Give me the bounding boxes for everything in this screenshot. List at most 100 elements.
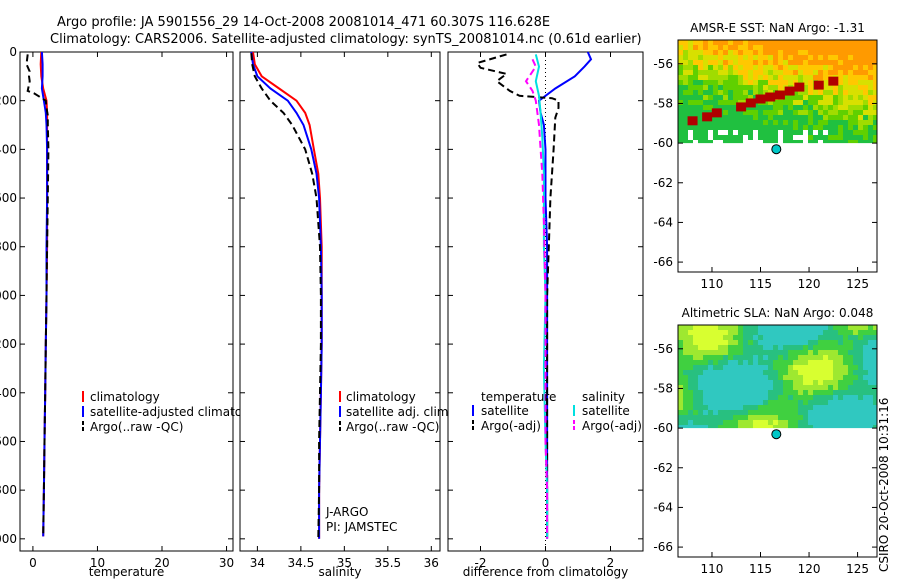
map-cell: [798, 425, 803, 429]
map-cell-hot: [813, 80, 824, 90]
map-cell: [813, 45, 818, 50]
map-cell: [748, 335, 753, 340]
map-cell: [803, 415, 808, 420]
map-cell: [753, 80, 758, 85]
map-cell: [863, 120, 868, 125]
map-cell: [753, 125, 758, 130]
map-cell: [863, 90, 868, 95]
map-cell: [758, 345, 763, 350]
map-cell: [758, 110, 763, 115]
map-cell: [688, 90, 693, 95]
map-cell: [868, 65, 873, 70]
map-cell: [778, 85, 783, 90]
map-cell: [803, 60, 808, 65]
map-cell: [723, 140, 728, 144]
map-cell: [758, 340, 763, 345]
map-cell: [853, 325, 858, 330]
map-cell: [788, 65, 793, 70]
map-cell: [698, 120, 703, 125]
y-tick-label: -56: [653, 342, 673, 356]
map-cell: [683, 85, 688, 90]
map-cell: [678, 70, 683, 75]
map-cell: [788, 360, 793, 365]
map-cell: [758, 420, 763, 425]
map-cell: [863, 360, 868, 365]
x-tick-label: 30: [219, 556, 234, 570]
map-cell: [803, 345, 808, 350]
map-cell: [868, 365, 873, 370]
map-cell: [748, 95, 753, 100]
map-cell: [728, 105, 733, 110]
map-cell: [783, 375, 788, 380]
map-cell: [828, 380, 833, 385]
map-frame: [677, 324, 878, 558]
map-cell: [698, 400, 703, 405]
map-cell: [713, 70, 718, 75]
map-cell: [708, 40, 713, 45]
map-cell: [838, 105, 843, 110]
x-tick-label: 110: [701, 277, 724, 291]
map-cell: [678, 425, 683, 429]
map-cell: [838, 120, 843, 125]
map-cell: [863, 335, 868, 340]
map-cell: [838, 95, 843, 100]
map-cell: [808, 370, 813, 375]
map-cell: [683, 375, 688, 380]
map-cell: [723, 80, 728, 85]
map-cell: [733, 340, 738, 345]
map-cell: [843, 415, 848, 420]
map-cell: [808, 390, 813, 395]
map-cell: [798, 360, 803, 365]
map-cell: [873, 100, 877, 105]
map-cell: [798, 355, 803, 360]
map-cell: [688, 140, 693, 144]
map-cell: [763, 40, 768, 45]
map-cell: [678, 40, 683, 45]
map-cell: [773, 380, 778, 385]
map-cell: [833, 90, 838, 95]
map-cell: [683, 95, 688, 100]
map-cell: [823, 345, 828, 350]
map-cell: [733, 105, 738, 110]
map-cell: [778, 80, 783, 85]
map-cell: [723, 60, 728, 65]
y-tick-label: 1400: [0, 386, 17, 400]
map-cell: [828, 390, 833, 395]
map-cell: [798, 55, 803, 60]
map-cell: [828, 70, 833, 75]
map-cell: [858, 330, 863, 335]
map-cell: [798, 40, 803, 45]
map-cell: [718, 400, 723, 405]
map-cell: [863, 345, 868, 350]
map-cell: [828, 365, 833, 370]
map-cell: [703, 350, 708, 355]
map-cell: [833, 125, 838, 130]
map-cell: [858, 325, 863, 330]
map-cell: [723, 370, 728, 375]
map-cell: [768, 40, 773, 45]
map-cell: [863, 115, 868, 120]
map-cell: [808, 85, 813, 90]
map-cell: [738, 385, 743, 390]
map-cell: [708, 390, 713, 395]
map-cell: [853, 390, 858, 395]
map-cell: [833, 375, 838, 380]
map-cell: [733, 55, 738, 60]
map-cell: [753, 110, 758, 115]
map-cell: [863, 130, 868, 135]
map-cell: [848, 120, 853, 125]
map-cell: [853, 50, 858, 55]
map-cell: [788, 40, 793, 45]
map-cell: [723, 345, 728, 350]
map-cell: [678, 90, 683, 95]
map-cell: [783, 345, 788, 350]
map-cell: [753, 390, 758, 395]
map-cell: [798, 405, 803, 410]
map-cell: [743, 330, 748, 335]
map-cell: [808, 45, 813, 50]
map-cell: [763, 55, 768, 60]
map-cell: [863, 390, 868, 395]
map-cell: [838, 325, 843, 330]
map-cell: [683, 125, 688, 130]
